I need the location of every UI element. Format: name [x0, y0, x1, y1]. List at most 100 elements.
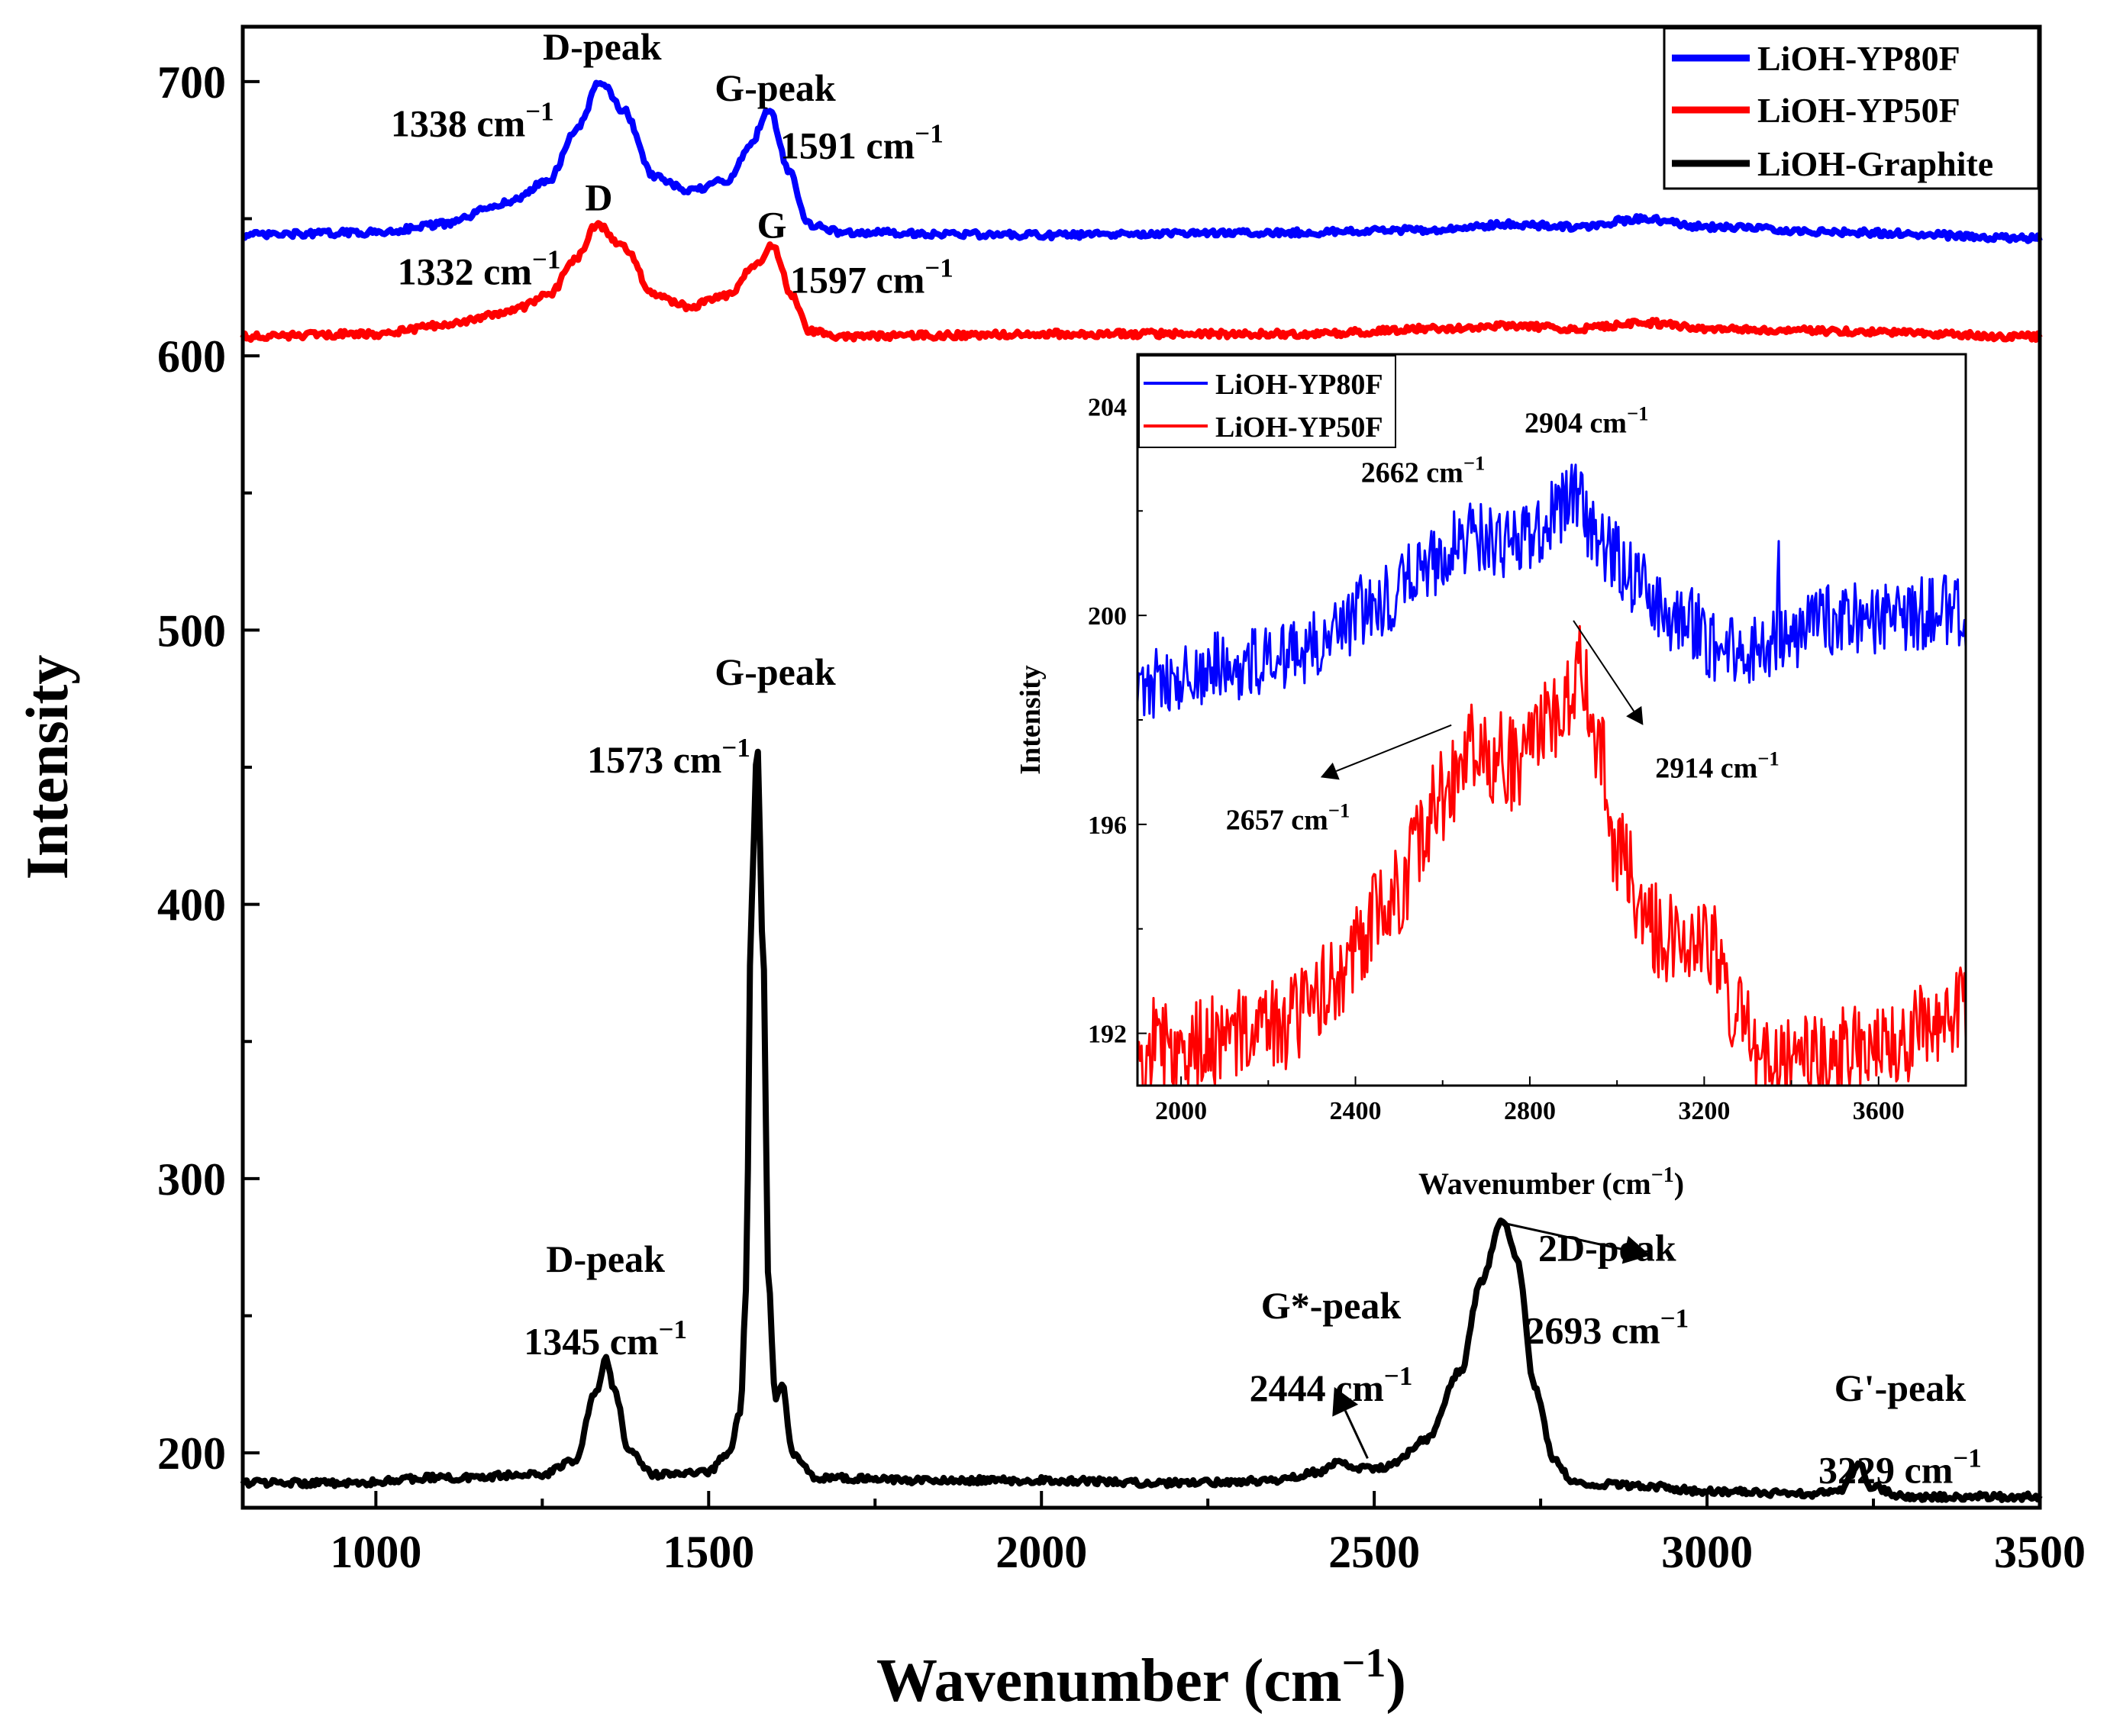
y-tick-label-200: 200 [1088, 602, 1127, 631]
gprime-peak-value-graphite-text: 3229 cm [1818, 1449, 1953, 1492]
inset-legend: LiOH-YP80F LiOH-YP50F [1138, 355, 1396, 448]
gstar-peak-label-graphite: G*-peak [1261, 1284, 1402, 1327]
d-peak-value-graphite: 1345 cm−1 [524, 1315, 687, 1363]
inset-legend-label-yp80f: LiOH-YP80F [1215, 369, 1383, 401]
x-tick-label-1000: 1000 [330, 1527, 421, 1577]
2d-peak-value-graphite-text: 2693 cm [1525, 1308, 1660, 1351]
g-peak-value-yp80f-sup: −1 [915, 118, 943, 148]
d-value-yp50f-text: 1332 cm [398, 250, 532, 293]
g-label-yp50f: G [757, 204, 787, 247]
gstar-peak-value-graphite: 2444 cm−1 [1250, 1361, 1413, 1409]
inset-2657-label: 2657 cm−1 [1226, 799, 1350, 837]
inset-2662-label: 2662 cm−1 [1361, 452, 1485, 489]
x-tick-label-2000: 2000 [1155, 1097, 1207, 1125]
d-value-yp50f-sup: −1 [532, 245, 560, 275]
inset-plot-frame [1136, 353, 1967, 1087]
inset-2904-label-sup: −1 [1627, 402, 1648, 425]
d-peak-label-yp80f-text: D-peak [543, 25, 662, 68]
gstar-peak-label-graphite-text: G*-peak [1261, 1284, 1402, 1327]
inset-2662-label-text: 2662 cm [1361, 457, 1463, 489]
main-arrows-group [1332, 1221, 1650, 1459]
main-x-axis-label-close: ) [1386, 1647, 1406, 1715]
x-tick-label-1500: 1500 [663, 1527, 754, 1577]
arrow-gstar-head [1332, 1386, 1359, 1417]
inset-x-axis-label: Wavenumber (cm−1) [1418, 1163, 1684, 1201]
2d-peak-value-graphite: 2693 cm−1 [1525, 1303, 1689, 1351]
y-tick-label-192: 192 [1088, 1020, 1127, 1048]
y-tick-label-600: 600 [157, 331, 226, 382]
inset-2662-label-sup: −1 [1463, 452, 1485, 475]
g-peak-label-graphite: G-peak [715, 650, 836, 693]
main-legend: LiOH-YP80F LiOH-YP50F LiOH-Graphite [1663, 27, 2040, 190]
arrow-gstar-shaft [1344, 1410, 1369, 1459]
g-peak-label-yp80f-text: G-peak [715, 66, 836, 109]
x-tick-label-3500: 3500 [1994, 1527, 2086, 1577]
legend-label-yp50f: LiOH-YP50F [1757, 91, 1960, 130]
gstar-peak-value-graphite-sup: −1 [1384, 1361, 1412, 1391]
arrow-2d-shaft [1500, 1221, 1626, 1251]
d-label-yp50f-text: D [585, 176, 612, 219]
inset-legend-item-yp50f: LiOH-YP50F [1144, 411, 1383, 444]
main-ticks-group: 1000 1500 2000 2500 3000 3500 200 300 400 500 600 7… [157, 57, 2086, 1577]
legend-label-yp80f: LiOH-YP80F [1757, 39, 1960, 78]
main-series-group [240, 79, 2043, 1503]
x-tick-label-2000: 2000 [995, 1527, 1087, 1577]
d-peak-value-yp80f: 1338 cm−1 [391, 97, 554, 145]
inset-arrows-group [1320, 620, 1644, 780]
legend-item-graphite: LiOH-Graphite [1672, 144, 1993, 183]
x-tick-label-3000: 3000 [1661, 1527, 1753, 1577]
main-x-axis-label-sup: −1 [1342, 1640, 1386, 1686]
inset-arrow-2657-head [1320, 762, 1340, 780]
inset-2657-label-sup: −1 [1328, 799, 1350, 822]
inset-x-axis-label-text: Wavenumber (cm [1418, 1166, 1651, 1201]
d-peak-label-graphite-text: D-peak [546, 1237, 665, 1280]
x-tick-label-2800: 2800 [1504, 1097, 1556, 1125]
inset-arrow-2914-shaft [1573, 620, 1635, 712]
d-value-yp50f: 1332 cm−1 [398, 245, 561, 293]
y-tick-label-204: 204 [1088, 393, 1127, 421]
legend-item-yp80f: LiOH-YP80F [1672, 39, 1960, 78]
d-peak-label-yp80f: D-peak [543, 25, 662, 68]
inset-x-axis-label-sup: −1 [1651, 1163, 1674, 1187]
g-value-yp50f: 1597 cm−1 [790, 253, 953, 301]
x-tick-label-3600: 3600 [1853, 1097, 1905, 1125]
g-peak-value-graphite-sup: −1 [721, 733, 750, 763]
g-peak-value-graphite-text: 1573 cm [587, 738, 721, 781]
gprime-peak-label-graphite: G'-peak [1834, 1367, 1966, 1409]
g-value-yp50f-text: 1597 cm [790, 258, 924, 301]
gprime-peak-value-graphite: 3229 cm−1 [1818, 1444, 1982, 1492]
d-peak-value-yp80f-sup: −1 [525, 97, 553, 127]
x-tick-label-3200: 3200 [1678, 1097, 1730, 1125]
inset-legend-item-yp80f: LiOH-YP80F [1144, 369, 1383, 401]
series-line-lioh-graphite [240, 748, 2043, 1503]
arrow-2d-head [1621, 1235, 1650, 1264]
inset-2904-label-text: 2904 cm [1525, 408, 1627, 440]
inset-arrow-2914-head [1626, 705, 1644, 725]
g-peak-value-yp80f: 1591 cm−1 [780, 118, 944, 166]
inset-2914-label-sup: −1 [1757, 747, 1779, 770]
y-tick-label-196: 196 [1088, 812, 1127, 840]
inset-2914-label: 2914 cm−1 [1655, 747, 1779, 784]
g-peak-value-graphite: 1573 cm−1 [587, 733, 750, 781]
2d-peak-value-graphite-sup: −1 [1660, 1303, 1689, 1333]
series-line-lioh-yp50f [240, 220, 2043, 344]
y-tick-label-700: 700 [157, 57, 226, 108]
legend-label-graphite: LiOH-Graphite [1757, 144, 1993, 183]
g-peak-label-yp80f: G-peak [715, 66, 836, 109]
inset-y-axis-label: Intensity [1015, 665, 1047, 775]
inset-x-axis-label-close: ) [1674, 1166, 1684, 1201]
inset-2914-label-text: 2914 cm [1655, 752, 1757, 784]
series-line-lioh-yp80f [241, 79, 2043, 244]
series-line-lioh-yp80f [1136, 463, 1967, 719]
d-peak-value-graphite-sup: −1 [659, 1315, 687, 1344]
d-peak-value-yp80f-text: 1338 cm [391, 102, 525, 145]
g-peak-label-graphite-text: G-peak [715, 650, 836, 693]
main-x-axis-label: Wavenumber (cm−1) [876, 1640, 1406, 1715]
main-plot-frame [240, 24, 2042, 1510]
2d-peak-label-graphite: 2D-peak [1538, 1227, 1676, 1270]
x-tick-label-2500: 2500 [1328, 1527, 1420, 1577]
2d-peak-label-graphite-text: 2D-peak [1538, 1227, 1676, 1270]
